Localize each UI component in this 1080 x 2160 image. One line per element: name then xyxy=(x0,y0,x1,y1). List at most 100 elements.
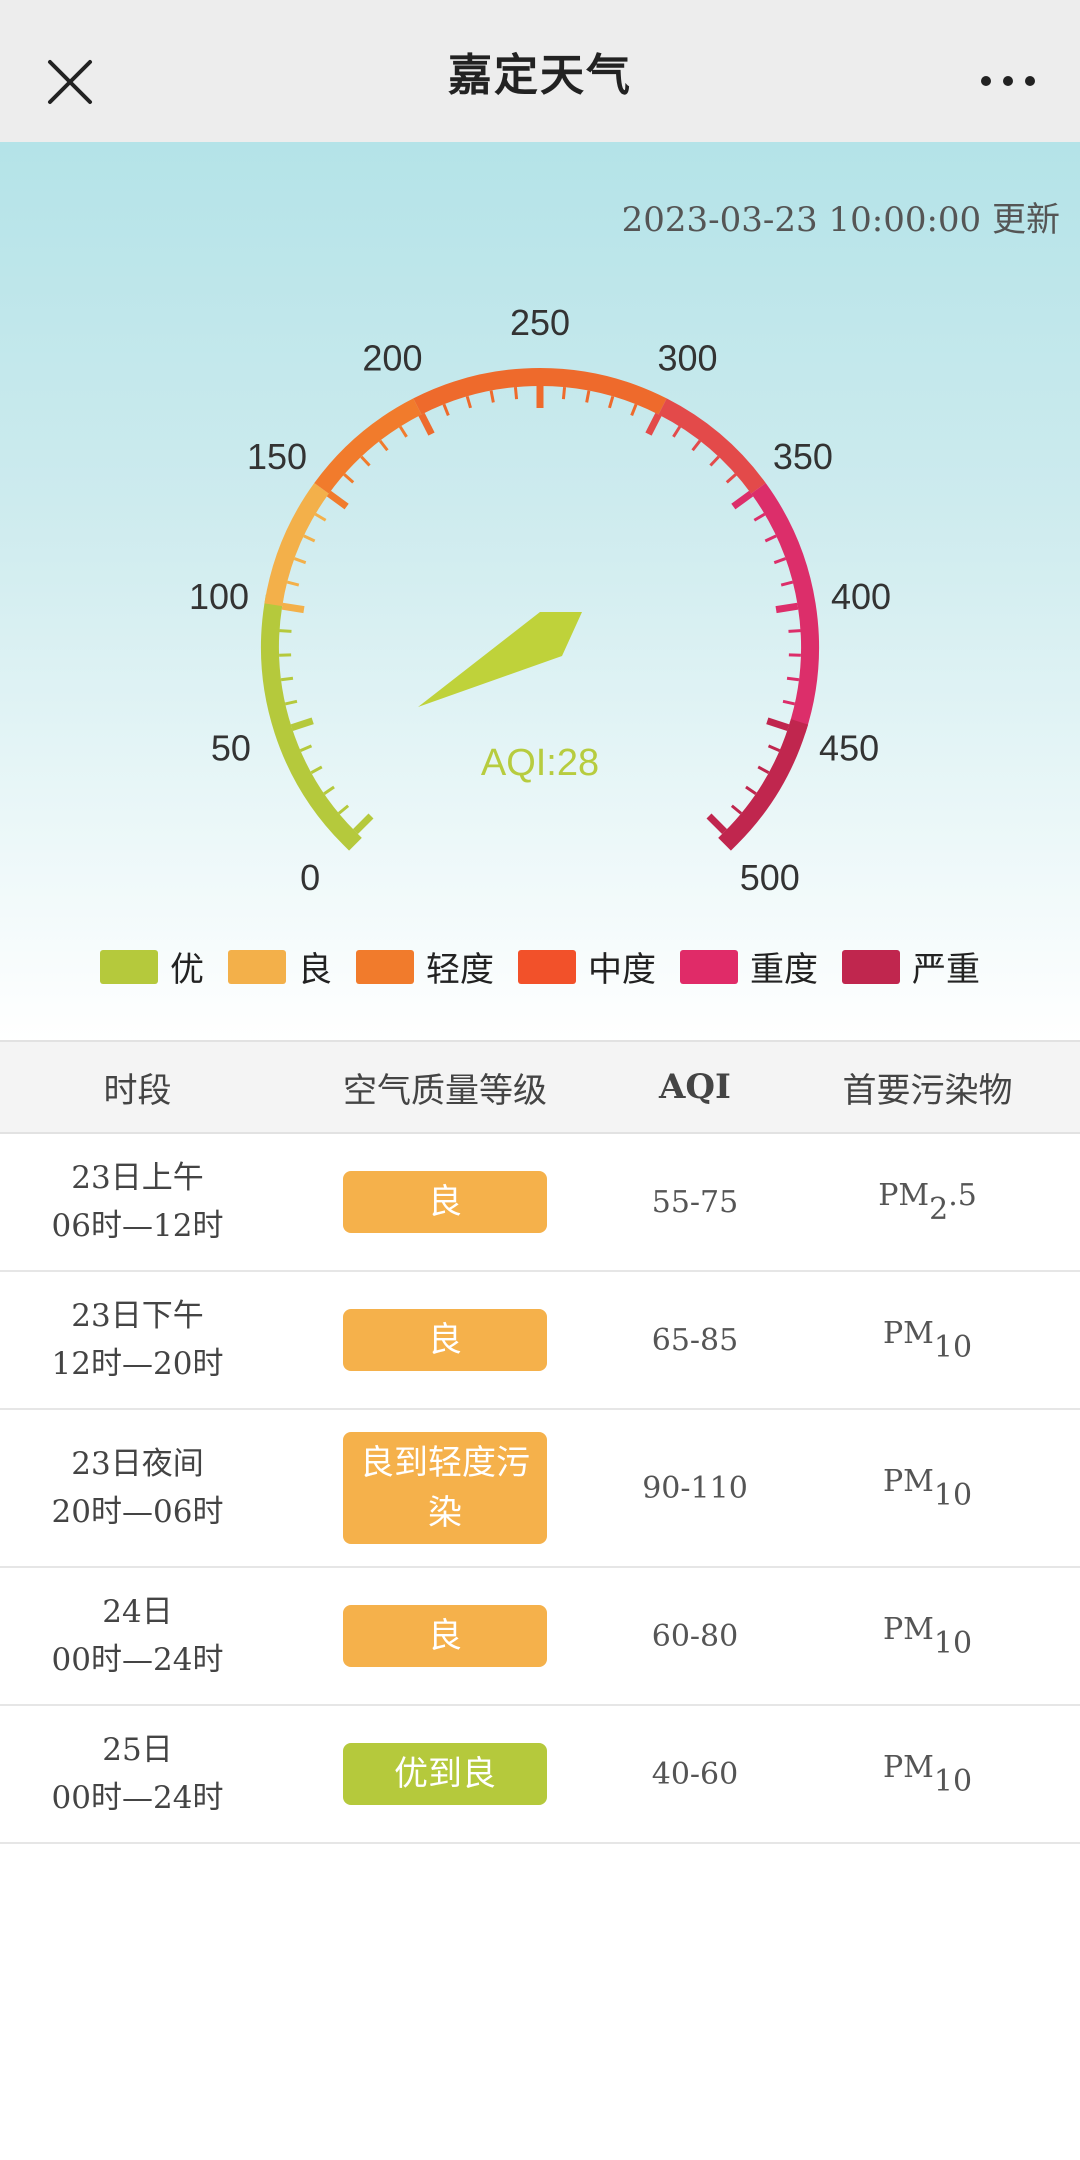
gauge-major-tick xyxy=(645,412,662,436)
gauge-major-tick xyxy=(731,490,754,510)
legend-item-light: 轻度 xyxy=(356,942,494,991)
gauge-band xyxy=(261,594,362,851)
pollutant-cell: PM10 xyxy=(775,1464,1080,1513)
gauge-major-tick xyxy=(352,813,374,835)
gauge-band xyxy=(264,483,329,607)
aqi-legend: 优 良 轻度 中度 重度 严重 xyxy=(0,942,1080,991)
gauge-minor-tick xyxy=(730,804,743,815)
gauge-minor-tick xyxy=(314,512,327,522)
pollutant-cell: PM10 xyxy=(775,1750,1080,1799)
gauge-minor-tick xyxy=(489,390,495,403)
legend-swatch xyxy=(680,949,738,984)
aqi-range: 65-85 xyxy=(651,1322,739,1358)
period-cell: 23日下午 12时—20时 xyxy=(0,1292,275,1388)
period-hours: 00时—24时 xyxy=(51,1780,224,1816)
legend-swatch xyxy=(100,949,158,984)
gauge-minor-tick xyxy=(378,439,389,452)
gauge-minor-tick xyxy=(337,804,350,815)
gauge-tick-label: 250 xyxy=(510,302,570,343)
close-icon[interactable] xyxy=(44,56,96,108)
table-row: 23日上午 06时—12时 良 55-75 PM2.5 xyxy=(0,1134,1080,1272)
gauge-minor-tick xyxy=(630,403,638,417)
gauge-band xyxy=(658,398,766,494)
gauge-band xyxy=(718,719,809,851)
gauge-minor-tick xyxy=(691,439,702,452)
gauge-minor-tick xyxy=(299,744,313,753)
gauge-minor-tick xyxy=(773,557,787,565)
pollutant-name: PM10 xyxy=(882,1749,973,1799)
header-period: 时段 xyxy=(103,1070,172,1111)
level-cell: 良到轻度污染 xyxy=(275,1432,615,1544)
table-row: 23日下午 12时—20时 良 65-85 PM10 xyxy=(0,1272,1080,1410)
gauge-ticks xyxy=(279,386,801,835)
header-aqi: AQI xyxy=(659,1067,731,1107)
more-icon[interactable] xyxy=(978,66,1038,96)
period-cell: 24日 00时—24时 xyxy=(0,1588,275,1684)
gauge-major-tick xyxy=(418,412,435,436)
pollutant-name: PM10 xyxy=(882,1611,973,1661)
legend-swatch xyxy=(228,949,286,984)
legend-label: 重度 xyxy=(750,950,818,990)
gauge-tick-label: 200 xyxy=(362,337,422,378)
aqi-hero: 2023-03-23 10:00:00 更新 0 50 100 150 200 250 30… xyxy=(0,142,1080,1042)
gauge-minor-tick xyxy=(303,534,316,543)
gauge-major-tick xyxy=(706,813,728,835)
header-pollutant: 首要污染物 xyxy=(842,1070,1013,1111)
gauge-tick-label: 500 xyxy=(740,857,800,898)
gauge-band xyxy=(314,398,422,494)
period-cell: 25日 00时—24时 xyxy=(0,1726,275,1822)
legend-item-severe: 严重 xyxy=(842,942,980,991)
gauge-minor-tick xyxy=(608,395,615,409)
legend-swatch xyxy=(842,949,900,984)
gauge-minor-tick xyxy=(280,676,294,682)
period-cell: 23日上午 06时—12时 xyxy=(0,1154,275,1250)
legend-item-excellent: 优 xyxy=(100,942,204,991)
gauge-tick-label: 300 xyxy=(658,337,718,378)
period-day: 23日夜间 xyxy=(71,1446,204,1482)
legend-label: 轻度 xyxy=(426,950,494,990)
gauge-tick-label: 400 xyxy=(831,576,891,617)
table-row: 25日 00时—24时 优到良 40-60 PM10 xyxy=(0,1706,1080,1844)
level-badge: 良到轻度污染 xyxy=(343,1432,547,1544)
gauge-minor-tick xyxy=(323,785,335,795)
legend-item-good: 良 xyxy=(228,942,332,991)
gauge-minor-tick xyxy=(284,699,298,706)
gauge-band xyxy=(413,368,667,415)
gauge-minor-tick xyxy=(442,403,450,417)
gauge-minor-tick xyxy=(465,395,472,409)
level-cell: 良 xyxy=(275,1171,615,1233)
legend-label: 优 xyxy=(170,950,204,990)
gauge-minor-tick xyxy=(398,425,408,438)
gauge-minor-tick xyxy=(360,455,371,467)
legend-swatch xyxy=(356,949,414,984)
gauge-minor-tick xyxy=(767,744,781,753)
period-hours: 00时—24时 xyxy=(51,1642,224,1678)
gauge-minor-tick xyxy=(745,785,757,795)
gauge-tick-label: 50 xyxy=(211,727,251,768)
gauge-minor-tick xyxy=(561,387,567,400)
gauge-minor-tick xyxy=(310,765,323,775)
legend-label: 严重 xyxy=(912,950,980,990)
pollutant-name: PM10 xyxy=(882,1315,973,1365)
period-day: 23日上午 xyxy=(71,1160,204,1196)
aqi-range: 90-110 xyxy=(642,1470,748,1506)
table-row: 24日 00时—24时 良 60-80 PM10 xyxy=(0,1568,1080,1706)
legend-item-heavy: 重度 xyxy=(680,942,818,991)
gauge-minor-tick xyxy=(782,699,796,706)
gauge-minor-tick xyxy=(788,629,801,633)
pollutant-name: PM10 xyxy=(882,1463,973,1513)
gauge-bands xyxy=(261,368,819,851)
gauge-major-tick xyxy=(326,490,349,510)
gauge-minor-tick xyxy=(764,534,777,543)
level-badge: 良 xyxy=(343,1171,547,1233)
period-hours: 06时—12时 xyxy=(51,1208,224,1244)
period-day: 25日 xyxy=(102,1732,173,1768)
table-header: 时段 空气质量等级 AQI 首要污染物 xyxy=(0,1040,1080,1134)
gauge-band xyxy=(751,483,819,734)
aqi-gauge: 0 50 100 150 200 250 300 350 400 450 500 AQI:28 xyxy=(189,302,891,898)
pollutant-cell: PM10 xyxy=(775,1612,1080,1661)
level-cell: 良 xyxy=(275,1605,615,1667)
period-day: 23日下午 xyxy=(71,1298,204,1334)
gauge-major-tick xyxy=(775,602,799,614)
gauge-minor-tick xyxy=(709,455,720,467)
